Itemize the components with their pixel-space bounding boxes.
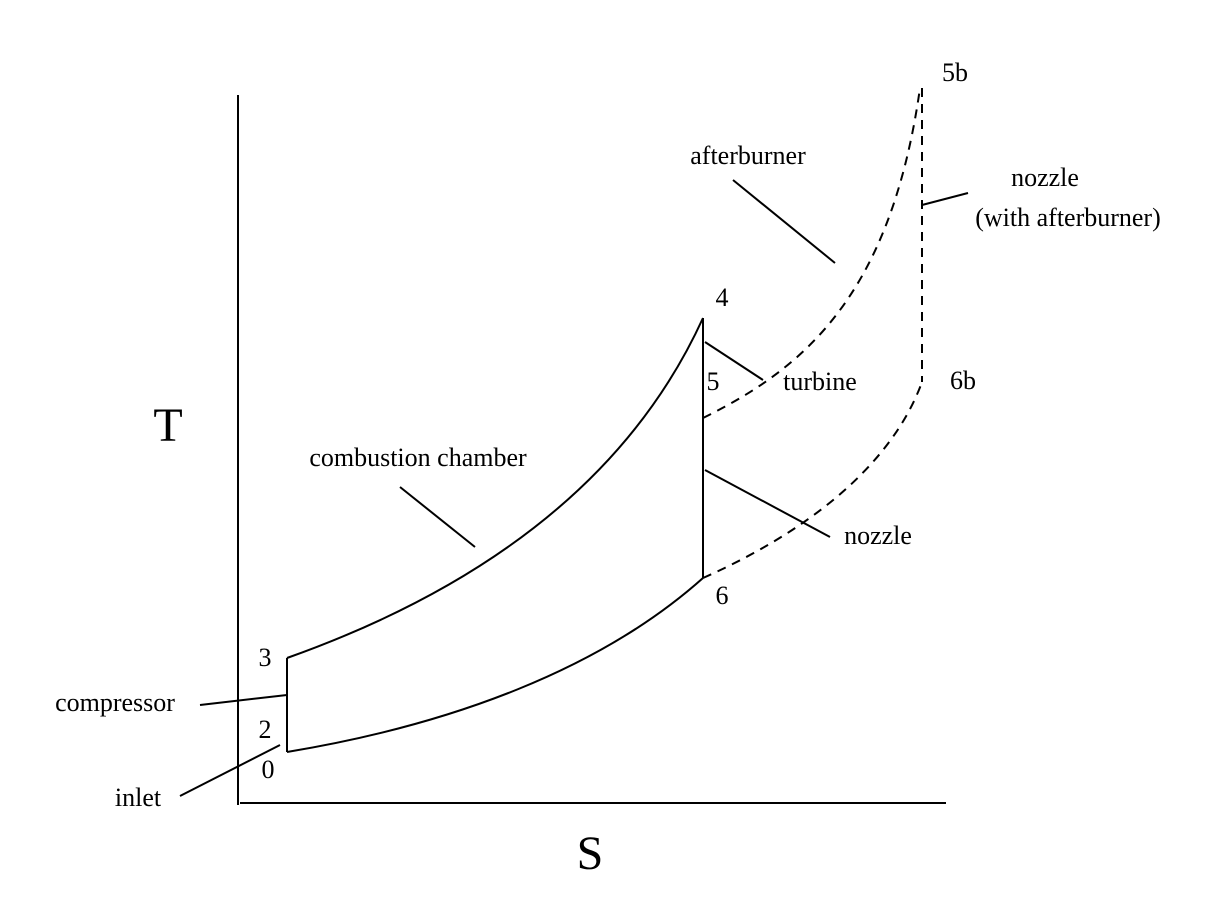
annotation: nozzle	[844, 521, 912, 550]
annotation: afterburner	[690, 141, 806, 170]
leader	[199, 694, 288, 706]
leader	[704, 469, 831, 538]
leader	[732, 179, 836, 264]
leader	[399, 486, 476, 548]
point-label: 6b	[950, 366, 976, 395]
point-label: 5b	[942, 58, 968, 87]
point-label: 3	[259, 643, 272, 672]
point-label: 2	[259, 715, 272, 744]
exhaust-curve	[286, 577, 704, 753]
leader	[179, 744, 281, 797]
y-axis-label: T	[153, 399, 182, 452]
point-label: 4	[716, 283, 729, 312]
x-axis-label: S	[577, 827, 604, 880]
point-label: 6	[716, 581, 729, 610]
leader	[704, 341, 764, 381]
leader	[921, 192, 969, 206]
annotation: nozzle	[1011, 163, 1079, 192]
annotation: compressor	[55, 688, 175, 717]
annotation: inlet	[115, 783, 162, 812]
point-label: 5	[707, 367, 720, 396]
point-label: 0	[262, 755, 275, 784]
annotation: combustion chamber	[309, 443, 527, 472]
combustion-curve	[286, 317, 704, 659]
annotation: (with afterburner)	[975, 203, 1161, 232]
annotation: turbine	[783, 367, 857, 396]
